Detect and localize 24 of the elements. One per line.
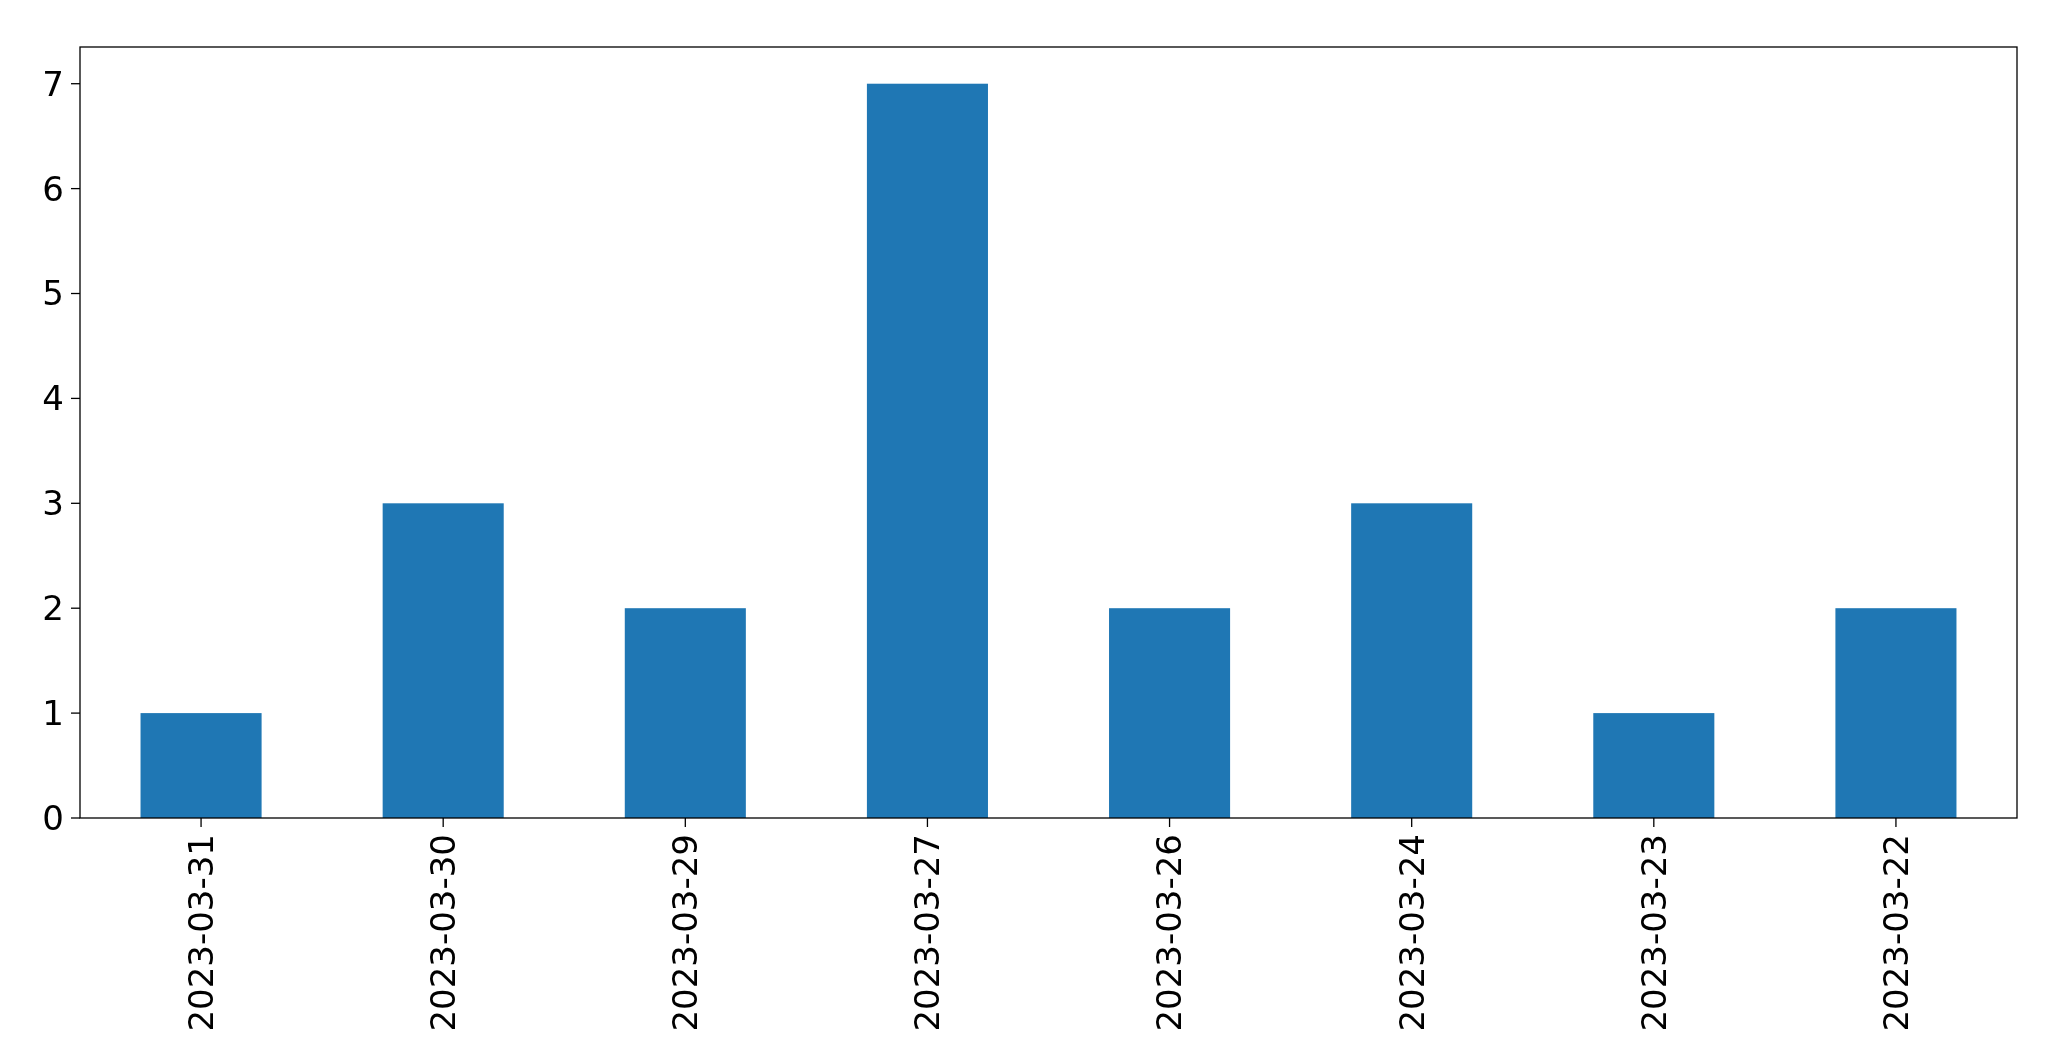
y-tick-label: 3 [42, 483, 64, 524]
y-tick-label: 4 [42, 378, 64, 419]
x-tick-label: 2023-03-23 [1633, 834, 1674, 1032]
bar [866, 83, 988, 818]
y-tick-label: 2 [42, 588, 64, 629]
x-tick-label: 2023-03-24 [1391, 834, 1432, 1032]
bar [1351, 503, 1473, 818]
y-tick-label: 1 [42, 693, 64, 733]
x-tick-label: 2023-03-26 [1149, 834, 1190, 1032]
y-tick-label: 0 [42, 797, 64, 838]
x-tick-label: 2023-03-29 [665, 834, 706, 1032]
y-tick-label: 5 [42, 273, 64, 314]
bar [1593, 713, 1715, 818]
x-tick-label: 2023-03-22 [1875, 834, 1916, 1032]
y-tick-label: 6 [42, 168, 64, 209]
x-tick-label: 2023-03-30 [423, 834, 464, 1032]
bar [382, 503, 504, 818]
x-tick-label: 2023-03-27 [907, 834, 948, 1032]
x-tick-label: 2023-03-31 [180, 834, 221, 1032]
bar [1109, 608, 1231, 818]
bar [624, 608, 746, 818]
y-tick-label: 7 [42, 63, 64, 104]
bar [1835, 608, 1957, 818]
bar [140, 713, 262, 818]
